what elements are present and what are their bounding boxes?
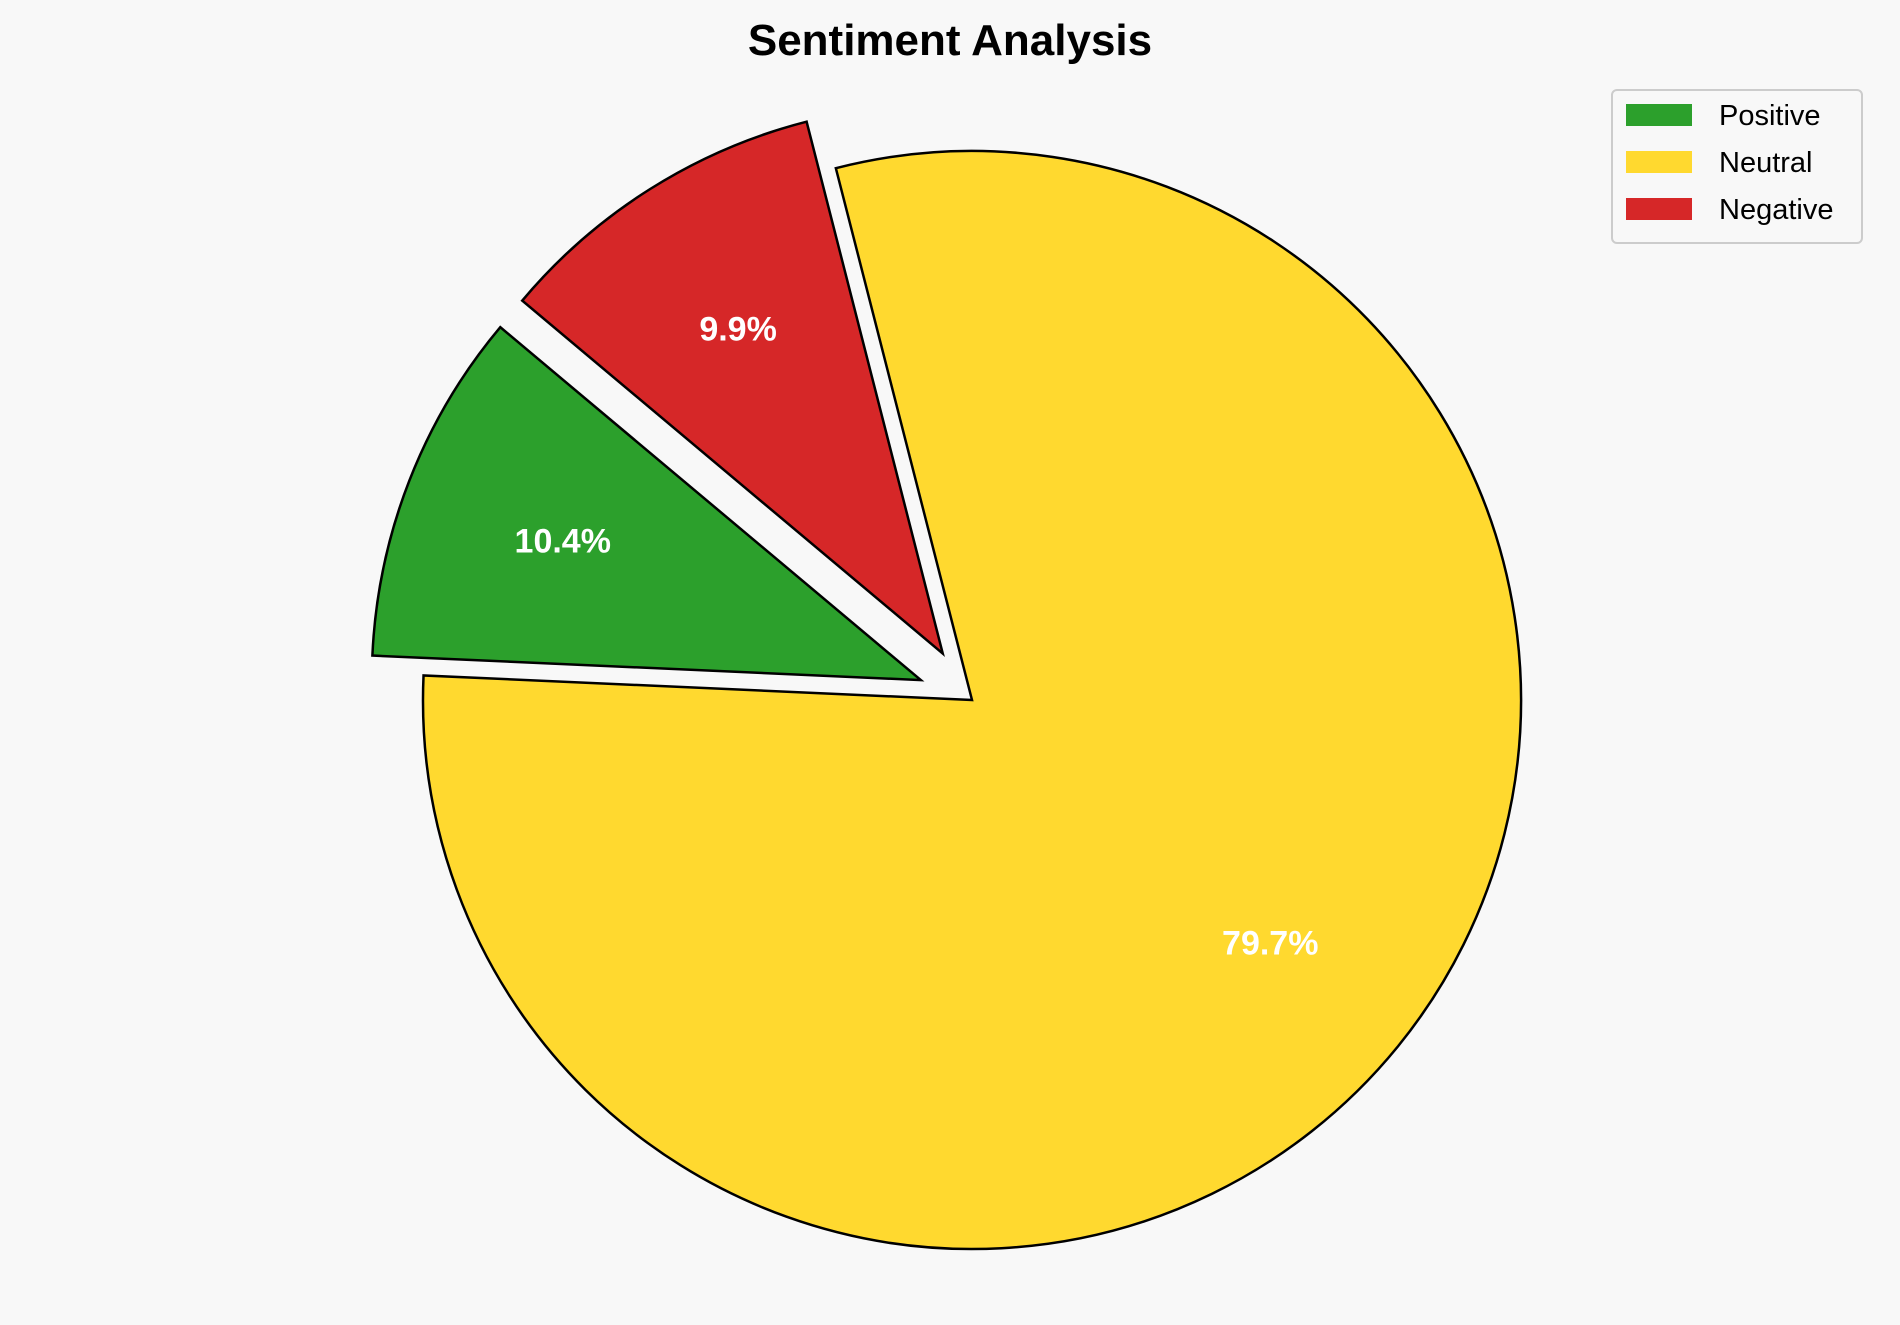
chart-title: Sentiment Analysis <box>748 16 1152 65</box>
legend: Positive Neutral Negative <box>1611 89 1863 244</box>
pie-label-neutral: 79.7% <box>1222 924 1318 962</box>
legend-swatch-negative <box>1626 198 1692 220</box>
legend-swatch-positive <box>1626 104 1692 126</box>
pie-slice-negative <box>520 120 945 657</box>
pie-label-negative: 9.9% <box>699 310 777 348</box>
legend-label-negative: Negative <box>1719 194 1833 226</box>
legend-label-neutral: Neutral <box>1719 147 1813 179</box>
pie-slices <box>371 120 1523 1251</box>
pie-slice-neutral <box>421 149 1523 1251</box>
legend-label-positive: Positive <box>1719 100 1821 132</box>
pie-slice-positive <box>371 325 925 682</box>
pie-label-positive: 10.4% <box>515 523 611 561</box>
pie-labels: 10.4% 79.7% 9.9% <box>515 310 1319 962</box>
legend-swatch-neutral <box>1626 151 1692 173</box>
